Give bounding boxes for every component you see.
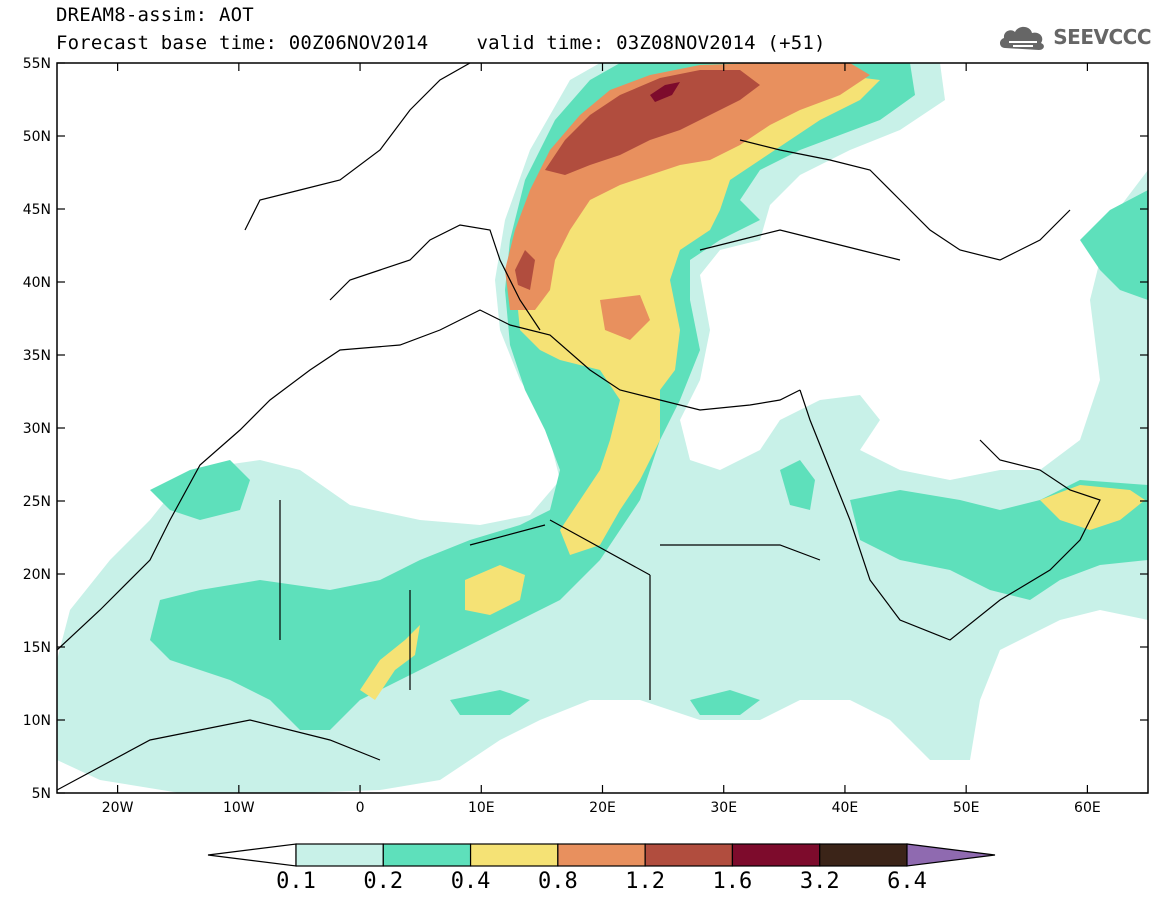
- lat-tick-label: 35N: [23, 348, 51, 364]
- colorbar-label: 1.6: [713, 869, 753, 894]
- aot-field: [57, 63, 1148, 793]
- lat-tick-label: 55N: [23, 56, 51, 72]
- colorbar-swatch: [731, 843, 821, 867]
- lon-tick-label: 20E: [589, 800, 616, 816]
- colorbar-label: 0.2: [363, 869, 403, 894]
- colorbar-swatch: [295, 843, 384, 867]
- colorbar-label: 6.4: [887, 869, 927, 894]
- chart-title: DREAM8-assim: AOT: [56, 4, 254, 26]
- lon-tick-label: 40E: [832, 800, 859, 816]
- aot-band-1.6: [650, 82, 680, 102]
- colorbar-swatch: [382, 843, 472, 867]
- lon-tick-label: 10E: [468, 800, 495, 816]
- colorbar-label: 0.1: [276, 869, 316, 894]
- colorbar-swatch: [469, 843, 559, 867]
- lat-tick-label: 15N: [23, 640, 51, 656]
- colorbar-swatch: [644, 843, 734, 867]
- lon-tick-label: 20W: [102, 800, 134, 816]
- lat-tick-label: 40N: [23, 275, 51, 291]
- colorbar-swatch: [819, 843, 908, 867]
- lon-tick-label: 0: [356, 800, 365, 816]
- base-time: Forecast base time: 00Z06NOV2014: [56, 32, 429, 54]
- colorbar-label: 0.4: [451, 869, 491, 894]
- lon-tick-label: 50E: [953, 800, 980, 816]
- valid-time: valid time: 03Z08NOV2014 (+51): [476, 32, 826, 54]
- colorbar-label: 0.8: [538, 869, 578, 894]
- colorbar-high-arrow: [906, 843, 996, 867]
- aot-band-1.2: [515, 70, 760, 290]
- lat-ticks: 55N 50N 45N 40N 35N 30N 25N 20N 15N 10N 5N: [23, 56, 1148, 802]
- colorbar: 0.1 0.2 0.4 0.8 1.2 1.6 3.2 6.4: [207, 843, 996, 894]
- lat-tick-label: 10N: [23, 713, 51, 729]
- lat-tick-label: 45N: [23, 202, 51, 218]
- colorbar-low-arrow: [207, 843, 297, 867]
- colorbar-label: 3.2: [800, 869, 840, 894]
- time-info: Forecast base time: 00Z06NOV2014 valid ti…: [56, 32, 826, 54]
- lat-tick-label: 30N: [23, 421, 51, 437]
- colorbar-label: 1.2: [625, 869, 665, 894]
- logo-text: SEEVCCC: [1053, 25, 1151, 49]
- lat-tick-label: 5N: [32, 786, 51, 802]
- lat-tick-label: 50N: [23, 129, 51, 145]
- seevccc-logo: SEEVCCC: [997, 22, 1151, 52]
- lat-tick-label: 20N: [23, 567, 51, 583]
- lon-tick-label: 30E: [710, 800, 737, 816]
- colorbar-swatch: [557, 843, 646, 867]
- cloud-icon: [1000, 26, 1045, 50]
- lon-ticks: 20W 10W 0 10E 20E 30E 40E 50E 60E: [102, 63, 1101, 816]
- lon-tick-label: 10W: [223, 800, 255, 816]
- coastlines: [57, 63, 1101, 791]
- lon-tick-label: 60E: [1074, 800, 1101, 816]
- aot-band-0.4: [360, 75, 1145, 700]
- lat-tick-label: 25N: [23, 494, 51, 510]
